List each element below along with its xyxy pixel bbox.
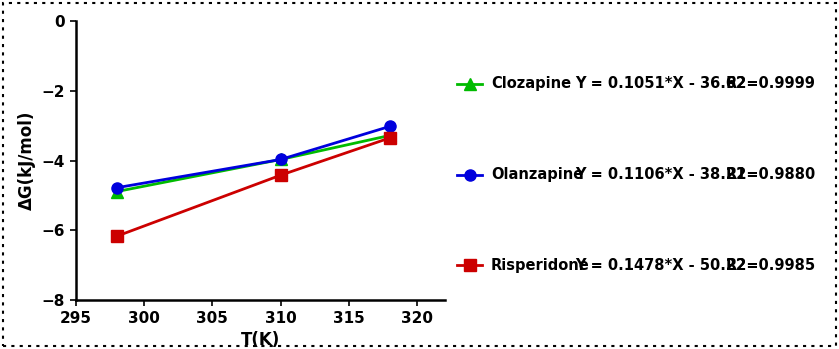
Text: Olanzapine: Olanzapine [491,167,583,182]
Y-axis label: ΔG(kJ/mol): ΔG(kJ/mol) [18,111,36,210]
Text: Y = 0.1106*X - 38.21: Y = 0.1106*X - 38.21 [575,167,746,182]
Text: Risperidone: Risperidone [491,258,590,273]
Text: R2=0.9985: R2=0.9985 [726,258,816,273]
Clozapine [112,190,122,194]
Olanzapine [112,186,122,190]
Text: Y = 0.1051*X - 36.62: Y = 0.1051*X - 36.62 [575,76,746,91]
Risperidone [385,136,395,140]
Line: Risperidone: Risperidone [111,132,395,242]
Risperidone [275,173,285,177]
Text: R2=0.9999: R2=0.9999 [726,76,816,91]
Olanzapine [275,157,285,162]
Olanzapine [385,124,395,128]
Text: R2=0.9880: R2=0.9880 [726,167,816,182]
Text: Clozapine: Clozapine [491,76,571,91]
Text: Y = 0.1478*X - 50.22: Y = 0.1478*X - 50.22 [575,258,746,273]
Clozapine [385,133,395,138]
Risperidone [112,234,122,238]
X-axis label: T(K): T(K) [241,331,279,349]
Line: Olanzapine: Olanzapine [111,121,395,193]
Clozapine [275,157,285,162]
Line: Clozapine: Clozapine [111,130,395,197]
